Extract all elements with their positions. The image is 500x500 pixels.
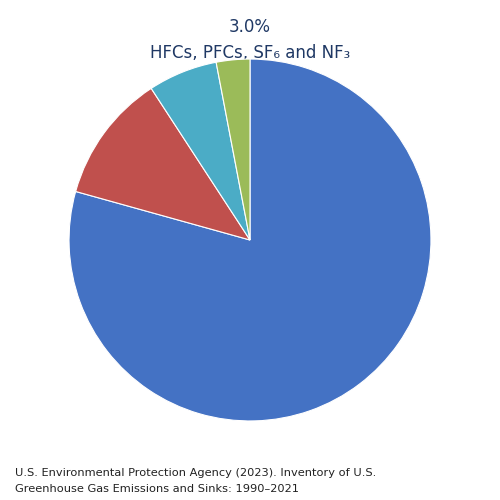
Text: N₂O: N₂O: [185, 172, 215, 188]
Text: 3.0%: 3.0%: [229, 18, 271, 36]
Text: 11.5%: 11.5%: [110, 212, 160, 228]
Text: Greenhouse Gas Emissions and Sinks: 1990–2021: Greenhouse Gas Emissions and Sinks: 1990…: [15, 484, 299, 494]
Text: HFCs, PFCs, SF₆ and NF₃: HFCs, PFCs, SF₆ and NF₃: [150, 44, 350, 62]
Wedge shape: [216, 59, 250, 240]
Text: CH₄: CH₄: [120, 242, 150, 258]
Text: U.S. Environmental Protection Agency (2023). Inventory of U.S.: U.S. Environmental Protection Agency (20…: [15, 468, 376, 477]
Wedge shape: [151, 62, 250, 240]
Text: 79.4%: 79.4%: [274, 301, 326, 319]
Text: CO₂: CO₂: [284, 331, 316, 349]
Text: 6.2%: 6.2%: [180, 142, 220, 158]
Wedge shape: [69, 59, 431, 421]
Wedge shape: [76, 88, 250, 240]
